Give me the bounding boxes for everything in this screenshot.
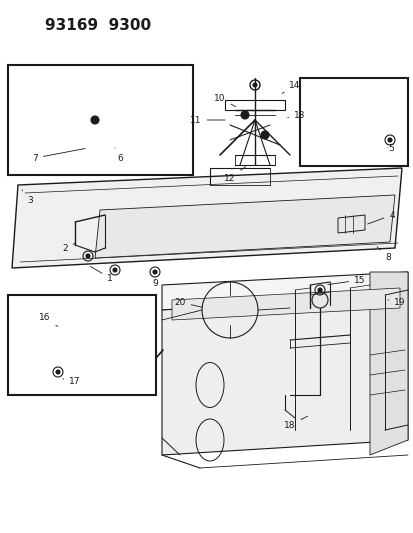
- Bar: [299, 78, 407, 166]
- Circle shape: [91, 116, 99, 124]
- Circle shape: [153, 270, 157, 274]
- Polygon shape: [171, 288, 399, 320]
- Circle shape: [252, 83, 256, 87]
- Text: 16: 16: [39, 313, 57, 326]
- Text: 1: 1: [90, 266, 113, 282]
- Text: 5: 5: [387, 143, 393, 152]
- Text: 15: 15: [327, 276, 365, 285]
- Circle shape: [86, 254, 90, 258]
- Circle shape: [113, 268, 117, 272]
- Text: 93169  9300: 93169 9300: [45, 18, 151, 33]
- Polygon shape: [161, 295, 407, 455]
- Circle shape: [56, 370, 60, 374]
- Text: 19: 19: [387, 297, 405, 306]
- Text: 7: 7: [32, 149, 85, 163]
- Text: 13: 13: [287, 110, 305, 119]
- Text: 6: 6: [115, 148, 123, 163]
- Text: 10: 10: [214, 93, 235, 107]
- Circle shape: [260, 131, 268, 139]
- Text: 11: 11: [190, 116, 225, 125]
- Text: 2: 2: [62, 243, 75, 253]
- Polygon shape: [369, 272, 407, 455]
- Polygon shape: [95, 195, 394, 258]
- Text: 14: 14: [282, 80, 300, 93]
- Circle shape: [240, 111, 248, 119]
- Text: 9: 9: [152, 279, 157, 287]
- Text: 8: 8: [376, 247, 390, 262]
- Bar: [8, 65, 192, 175]
- Text: 20: 20: [174, 297, 202, 308]
- Text: 3: 3: [22, 190, 33, 205]
- Circle shape: [387, 138, 391, 142]
- Polygon shape: [12, 168, 401, 268]
- Bar: [8, 295, 156, 395]
- Text: 18: 18: [284, 416, 307, 430]
- Text: 4: 4: [367, 211, 394, 224]
- Circle shape: [317, 288, 321, 292]
- Text: 17: 17: [62, 377, 81, 386]
- Polygon shape: [161, 272, 407, 310]
- Polygon shape: [30, 78, 175, 88]
- Text: 12: 12: [224, 167, 245, 182]
